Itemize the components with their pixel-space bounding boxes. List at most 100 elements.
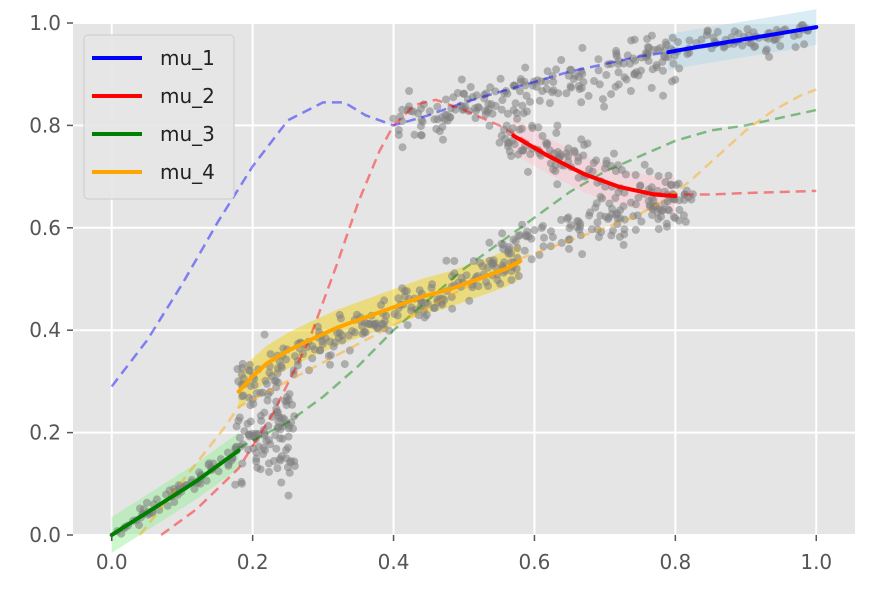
scatter-point (553, 180, 562, 189)
scatter-point (350, 328, 359, 337)
scatter-point (675, 205, 684, 214)
scatter-point (282, 355, 291, 364)
scatter-point (261, 376, 270, 385)
scatter-point (627, 198, 635, 207)
series-solid-mu_1 (666, 25, 819, 55)
scatter-point (664, 171, 673, 180)
scatter-point (433, 102, 442, 111)
scatter-point (519, 109, 528, 118)
scatter-point (305, 366, 313, 375)
scatter-point (486, 83, 495, 92)
scatter-point (284, 443, 292, 452)
scatter-point (472, 91, 481, 100)
scatter-point (612, 49, 621, 58)
scatter-point (540, 233, 548, 242)
scatter-point (702, 31, 711, 40)
scatter-point (593, 218, 602, 227)
scatter-point (668, 33, 677, 42)
scatter-point (549, 165, 558, 174)
scatter-point (553, 121, 562, 130)
scatter-point (170, 498, 179, 506)
scatter-point (238, 459, 247, 468)
scatter-point (593, 225, 602, 234)
scatter-point (457, 75, 466, 84)
scatter-point (527, 234, 536, 243)
scatter-point (640, 160, 649, 169)
scatter-point (587, 225, 596, 234)
scatter-point (643, 34, 652, 43)
scatter-point (656, 44, 665, 52)
scatter-point (245, 430, 253, 439)
scatter-point (278, 414, 287, 422)
scatter-point (470, 104, 479, 113)
scatter-point (513, 244, 522, 252)
scatter-point (458, 102, 467, 111)
scatter-point (619, 59, 628, 68)
scatter-point (360, 327, 369, 336)
scatter-point (195, 468, 204, 477)
series-solid-mu_4 (236, 259, 523, 394)
scatter-point (272, 407, 281, 416)
scatter-point (469, 257, 478, 265)
y-tick-label: 0.4 (29, 318, 61, 342)
scatter-point (380, 324, 389, 333)
scatter-point (497, 131, 506, 140)
scatter-point (549, 78, 558, 86)
scatter-point (238, 440, 247, 449)
grid (73, 22, 855, 536)
scatter-point (290, 412, 299, 421)
scatter-point (600, 102, 609, 111)
scatter-point (613, 214, 622, 223)
scatter-point (548, 233, 557, 242)
scatter-point (564, 213, 573, 222)
scatter-point (235, 433, 244, 442)
scatter-point (659, 91, 668, 100)
scatter-point (585, 165, 594, 174)
scatter-point (528, 121, 537, 130)
scatter-point (405, 87, 414, 95)
scatter-point (450, 257, 459, 265)
scatter-point (344, 331, 353, 340)
series-dashed-mu_2 (160, 98, 817, 537)
scatter-point (598, 95, 607, 104)
scatter-point (274, 378, 282, 387)
scatter-point (438, 300, 447, 309)
scatter-point (239, 391, 248, 400)
scatter-point (249, 399, 258, 408)
scatter-point (516, 87, 524, 96)
scatter-point (632, 68, 641, 77)
scatter-point (266, 387, 275, 396)
scatter-point (484, 282, 492, 290)
scatter-point (245, 360, 254, 369)
scatter-point (637, 217, 646, 226)
scatter-point (510, 82, 519, 91)
scatter-point (743, 25, 752, 34)
scatter-point (648, 65, 657, 74)
scatter-point (552, 128, 561, 137)
scatter-point (575, 225, 584, 234)
scatter-point (654, 172, 663, 180)
x-tick-label: 0.4 (378, 550, 410, 574)
scatter-point (266, 350, 275, 359)
legend-label-mu_2: mu_2 (160, 84, 215, 108)
scatter-point (577, 84, 586, 92)
scatter-point (417, 115, 426, 124)
scatter-point (526, 97, 534, 106)
scatter-point (465, 296, 474, 305)
scatter-point (410, 130, 419, 139)
scatter-point (511, 237, 520, 246)
x-tick-label: 0.8 (659, 550, 691, 574)
scatter-point (537, 223, 546, 232)
scatter-point (474, 282, 483, 291)
scatter-point (545, 146, 554, 155)
scatter-point (483, 263, 492, 272)
scatter-point (284, 432, 293, 441)
scatter-point (243, 419, 252, 428)
legend: mu_1 mu_2 mu_3 mu_4 (83, 34, 235, 200)
scatter-point (518, 101, 527, 110)
scatter-point (422, 311, 431, 319)
scatter-point (557, 238, 566, 247)
series-solid-mu_3 (109, 448, 241, 537)
scatter-point (480, 94, 489, 103)
scatter-point (570, 146, 579, 155)
